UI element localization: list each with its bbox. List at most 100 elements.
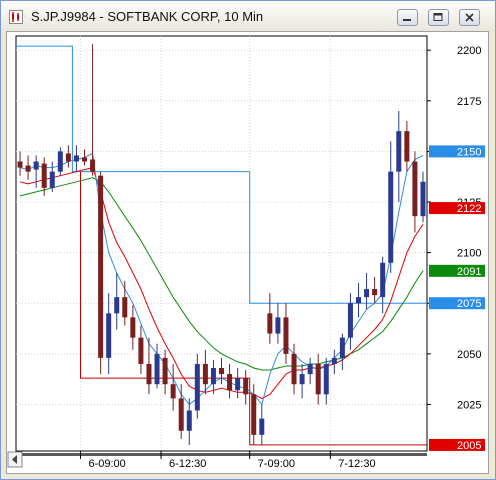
candle-body [339, 337, 345, 358]
title-bar[interactable]: S.JP.J9984 - SOFTBANK CORP, 10 Min [1, 1, 495, 31]
candle [364, 272, 370, 310]
candle-body [331, 357, 337, 364]
candle-body [106, 313, 112, 358]
candle [291, 343, 297, 395]
candle [98, 171, 104, 375]
candle-body [130, 317, 136, 338]
y-tick-label: 2100 [457, 248, 481, 260]
candle-body [283, 317, 289, 354]
y-tick-label: 2200 [457, 45, 481, 57]
candle [315, 353, 321, 405]
candle [25, 155, 31, 180]
y-tick-label: 2175 [457, 96, 481, 108]
candle [178, 384, 184, 439]
candle-body [275, 317, 281, 334]
candle-body [404, 131, 410, 162]
upper-step-line [16, 45, 427, 304]
price-tag-box [429, 264, 485, 277]
price-chart[interactable]: 22002175215021252100207520502025 2150212… [7, 32, 488, 473]
candle-body [90, 159, 96, 172]
candle [404, 121, 410, 172]
candle [122, 280, 128, 326]
chart-app-icon [9, 10, 23, 24]
candle-body [114, 297, 120, 314]
arrow-left-icon [12, 455, 17, 464]
candle-body [98, 175, 104, 358]
price-tag-box [429, 438, 485, 451]
chart-area[interactable]: 22002175215021252100207520502025 2150212… [6, 31, 489, 474]
candle-body [388, 171, 394, 263]
candle-body [65, 153, 71, 162]
maximize-button[interactable] [428, 9, 449, 26]
candle-body [323, 363, 329, 395]
time-scrollbar [16, 453, 427, 456]
candle [41, 157, 47, 196]
candle [202, 349, 208, 395]
candle-body [41, 163, 47, 188]
candle-body [219, 368, 224, 375]
window-title: S.JP.J9984 - SOFTBANK CORP, 10 Min [31, 9, 264, 24]
candle-body [146, 363, 152, 385]
price-tag-box [429, 297, 485, 310]
candle [210, 359, 216, 395]
candle-body [372, 289, 378, 296]
slow-ma-line [19, 167, 424, 399]
scroll-left-button[interactable] [7, 451, 23, 468]
candle-body [138, 337, 144, 364]
candle-body [364, 289, 370, 298]
candle-body [122, 297, 128, 318]
candle [235, 368, 241, 399]
candle-body [412, 161, 418, 217]
candle-body [356, 297, 361, 304]
price-tag-label: 2150 [457, 146, 481, 158]
price-tag-box [429, 145, 485, 158]
candle-body [210, 368, 216, 385]
minimize-button[interactable] [397, 9, 418, 26]
candle-body [299, 374, 305, 385]
candle [65, 145, 71, 168]
grid [15, 35, 428, 452]
candle [90, 44, 96, 176]
candle [347, 293, 353, 350]
candle-body [170, 384, 176, 399]
candle-body [154, 353, 160, 385]
candles [17, 44, 426, 445]
candle [114, 272, 120, 330]
candle [162, 349, 168, 395]
candle [130, 305, 136, 350]
candle [356, 282, 361, 318]
candle [388, 141, 394, 273]
candle-body [33, 161, 39, 170]
candle [323, 357, 329, 405]
candle [275, 303, 281, 344]
candle-body [243, 378, 249, 395]
candle [17, 151, 23, 176]
close-button[interactable] [459, 9, 480, 26]
candle-body [307, 363, 313, 375]
candle [283, 303, 289, 364]
price-tag-label: 2075 [457, 298, 481, 310]
minimize-icon [403, 19, 411, 21]
candle-body [235, 378, 241, 391]
candle [82, 149, 87, 166]
candle [339, 333, 345, 371]
candle [412, 151, 418, 233]
price-tags: 2150 2122 2091 2075 2005 [429, 145, 485, 452]
maximize-icon [433, 13, 443, 21]
candle-body [251, 394, 257, 435]
candle [49, 161, 55, 192]
candle-body [396, 131, 402, 172]
plot-frame [15, 35, 428, 452]
candle [396, 110, 402, 202]
candle-body [194, 363, 200, 411]
candle-body [82, 157, 87, 162]
candle [420, 171, 426, 223]
candle-body [186, 410, 192, 431]
candle [194, 353, 200, 419]
candle [146, 337, 152, 395]
y-tick-label: 2050 [457, 349, 481, 361]
candle [380, 256, 386, 314]
x-tick-label: 6-09:00 [88, 458, 125, 470]
candle-body [49, 171, 55, 188]
candle [251, 384, 257, 445]
